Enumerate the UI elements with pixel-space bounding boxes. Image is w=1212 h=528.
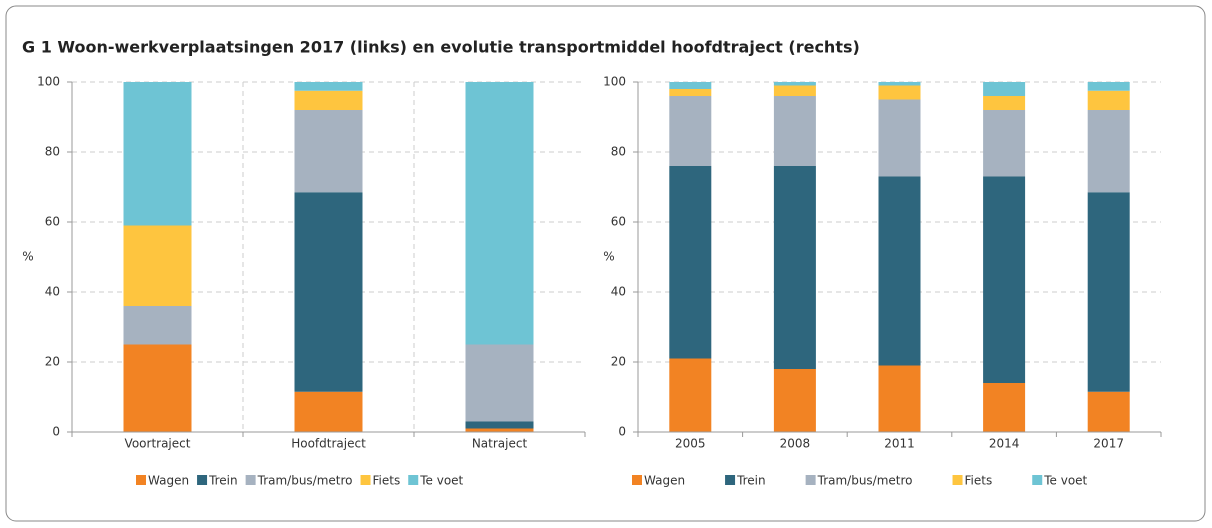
bar-segment: [1087, 192, 1130, 392]
bar-segment: [983, 176, 1026, 383]
legend-swatch: [197, 475, 208, 485]
y-tick-label: 40: [611, 285, 626, 299]
legend-label: Trein: [736, 474, 766, 488]
bar-segment: [878, 85, 921, 100]
legend-label: Fiets: [965, 474, 993, 488]
bar-segment: [465, 428, 534, 432]
x-tick-label: Natraject: [472, 437, 528, 451]
figure-title: G 1 Woon-werkverplaatsingen 2017 (links)…: [22, 38, 860, 57]
y-axis-label: %: [22, 250, 33, 264]
bar-segment: [983, 110, 1026, 177]
legend-label: Fiets: [373, 474, 401, 488]
bar-segment: [878, 82, 921, 86]
bar-segment: [669, 358, 712, 432]
bar-segment: [1087, 110, 1130, 193]
y-tick-label: 100: [37, 75, 60, 89]
y-tick-label: 20: [45, 355, 60, 369]
legend-swatch: [952, 475, 963, 485]
bar-segment: [294, 391, 363, 432]
y-tick-label: 60: [611, 215, 626, 229]
x-tick-label: 2011: [884, 437, 915, 451]
x-tick-label: 2014: [989, 437, 1020, 451]
x-tick-label: 2008: [780, 437, 811, 451]
bar-segment: [294, 110, 363, 193]
bar-segment: [878, 176, 921, 366]
x-tick-label: 2005: [675, 437, 706, 451]
legend-label: Te voet: [419, 474, 463, 488]
bar-segment: [669, 166, 712, 359]
bar-segment: [669, 82, 712, 89]
bar-segment: [465, 82, 534, 345]
bar-segment: [294, 82, 363, 91]
x-tick-label: 2017: [1093, 437, 1124, 451]
bar-segment: [465, 421, 534, 429]
bar-segment: [773, 166, 816, 369]
legend-swatch: [408, 475, 419, 485]
bar-segment: [123, 306, 192, 345]
bar-segment: [983, 383, 1026, 432]
bar-segment: [773, 369, 816, 432]
legend-label: Trein: [208, 474, 238, 488]
y-tick-label: 80: [611, 145, 626, 159]
y-tick-label: 80: [45, 145, 60, 159]
legend-swatch: [632, 475, 642, 485]
bar-segment: [878, 99, 921, 177]
bar-segment: [773, 96, 816, 166]
bar-segment: [294, 90, 363, 110]
legend-swatch: [1032, 475, 1043, 485]
bar-segment: [1087, 391, 1130, 432]
bar-segment: [773, 82, 816, 86]
bar-segment: [773, 85, 816, 96]
bar-segment: [123, 82, 192, 226]
bar-segment: [669, 89, 712, 96]
legend-label: Tram/bus/metro: [257, 474, 353, 488]
bar-segment: [983, 82, 1026, 96]
legend-swatch: [805, 475, 816, 485]
legend-label: Wagen: [148, 474, 189, 488]
y-tick-label: 40: [45, 285, 60, 299]
legend-label: Tram/bus/metro: [817, 474, 913, 488]
bar-segment: [1087, 82, 1130, 91]
bar-segment: [123, 225, 192, 306]
y-tick-label: 60: [45, 215, 60, 229]
legend-swatch: [245, 475, 256, 485]
y-tick-label: 100: [603, 75, 626, 89]
y-tick-label: 0: [618, 425, 626, 439]
y-axis-label: %: [603, 250, 614, 264]
x-tick-label: Hoofdtraject: [291, 437, 366, 451]
x-tick-label: Voortraject: [125, 437, 191, 451]
bar-segment: [123, 344, 192, 432]
bar-segment: [983, 96, 1026, 110]
y-tick-label: 20: [611, 355, 626, 369]
bar-segment: [465, 344, 534, 422]
legend-swatch: [360, 475, 371, 485]
legend-label: Te voet: [1043, 474, 1087, 488]
bar-segment: [878, 365, 921, 432]
legend-swatch: [725, 475, 736, 485]
bar-segment: [1087, 90, 1130, 110]
y-tick-label: 0: [52, 425, 60, 439]
legend-label: Wagen: [644, 474, 685, 488]
legend-swatch: [136, 475, 146, 485]
bar-segment: [669, 96, 712, 166]
bar-segment: [294, 192, 363, 392]
